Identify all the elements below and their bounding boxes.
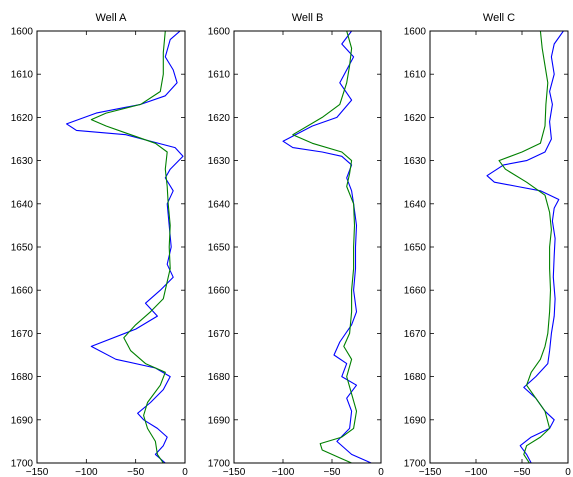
well-b-y-tick-label: 1650 xyxy=(208,243,231,254)
well-a-y-tick-label: 1600 xyxy=(11,27,34,38)
well-b-y-tick-label: 1660 xyxy=(208,286,231,297)
well-b-axes-frame xyxy=(233,30,382,464)
well-c-y-tick-label: 1620 xyxy=(404,113,427,124)
well-b-green-curve xyxy=(292,31,358,463)
well-b-y-tick-label: 1690 xyxy=(208,415,231,426)
well-a-axes-frame xyxy=(36,30,186,464)
well-a-y-tick-label: 1700 xyxy=(11,459,34,470)
well-a-y-tick-label: 1610 xyxy=(11,70,34,81)
well-c-x-tick-label: −50 xyxy=(514,467,531,477)
well-c-title: Well C xyxy=(483,12,515,24)
well-c-axes-frame xyxy=(429,30,569,464)
well-b-x-tick-label: 0 xyxy=(378,467,384,477)
well-c-y-tick-label: 1700 xyxy=(404,459,427,470)
well-a-y-tick-label: 1630 xyxy=(11,156,34,167)
well-a-y-tick-label: 1650 xyxy=(11,243,34,254)
well-c-y-tick-label: 1600 xyxy=(404,27,427,38)
well-a-x-tick-label: −50 xyxy=(127,467,144,477)
well-a-y-tick-label: 1670 xyxy=(11,329,34,340)
well-b-y-tick-label: 1610 xyxy=(208,70,231,81)
well-b-x-tick-label: −50 xyxy=(324,467,341,477)
well-b-y-tick-label: 1630 xyxy=(208,156,231,167)
well-b-panel: Well B 1600 1610 1620 1630 1640 1650 1660 1670 1… xyxy=(208,12,384,477)
well-c-panel: Well C 1600 1610 1620 1630 1640 1650 1660 1670 1… xyxy=(404,12,571,477)
well-b-y-tick-label: 1600 xyxy=(208,27,231,38)
well-a-panel: Well A 1600 1610 1620 1630 1640 1650 1660 1670 1… xyxy=(11,12,188,477)
well-a-y-tick-label: 1640 xyxy=(11,199,34,210)
well-a-title: Well A xyxy=(96,12,128,24)
well-a-x-tick-label: −150 xyxy=(26,467,49,477)
well-b-blue-curve xyxy=(282,31,372,463)
well-c-x-tick-label: −150 xyxy=(419,467,442,477)
well-b-y-tick-label: 1680 xyxy=(208,372,231,383)
well-b-title: Well B xyxy=(292,12,324,24)
well-a-blue-curve xyxy=(66,31,184,463)
well-c-y-tick-label: 1660 xyxy=(404,286,427,297)
well-c-green-curve xyxy=(498,31,552,463)
well-a-x-tick-label: −100 xyxy=(75,467,98,477)
well-c-y-tick-label: 1640 xyxy=(404,199,427,210)
well-c-x-tick-label: 0 xyxy=(565,467,571,477)
well-a-y-tick-label: 1690 xyxy=(11,415,34,426)
well-c-y-tick-label: 1650 xyxy=(404,243,427,254)
well-a-y-tick-label: 1620 xyxy=(11,113,34,124)
well-b-y-tick-label: 1700 xyxy=(208,459,231,470)
well-a-y-tick-label: 1680 xyxy=(11,372,34,383)
well-c-y-tick-label: 1630 xyxy=(404,156,427,167)
well-b-x-tick-label: −150 xyxy=(223,467,246,477)
well-c-y-tick-label: 1690 xyxy=(404,415,427,426)
well-a-x-tick-label: 0 xyxy=(182,467,188,477)
well-c-y-tick-label: 1670 xyxy=(404,329,427,340)
well-c-y-tick-label: 1680 xyxy=(404,372,427,383)
well-a-green-curve xyxy=(90,31,171,463)
well-c-x-tick-label: −100 xyxy=(465,467,488,477)
well-b-x-tick-label: −100 xyxy=(272,467,295,477)
well-a-y-tick-label: 1660 xyxy=(11,286,34,297)
well-c-y-tick-label: 1610 xyxy=(404,70,427,81)
well-b-y-tick-label: 1670 xyxy=(208,329,231,340)
well-b-y-tick-label: 1620 xyxy=(208,113,231,124)
well-c-blue-curve xyxy=(486,31,564,463)
well-b-y-tick-label: 1640 xyxy=(208,199,231,210)
